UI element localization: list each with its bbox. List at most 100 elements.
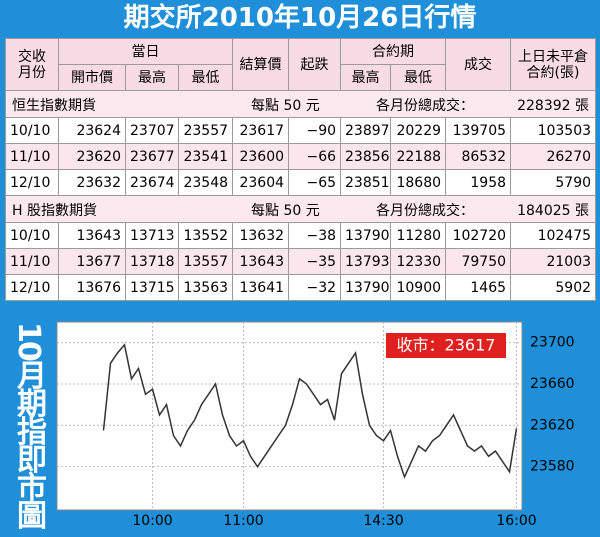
header-cell: 開市價 [58, 64, 126, 91]
data-row: 12/10 23632 23674 23548 23604 −65 23851 18680 19… [5, 169, 597, 196]
price-line [102, 343, 518, 479]
data-cell: 10900 [390, 274, 447, 301]
data-cell: 23632 [58, 169, 126, 196]
data-cell: 23541 [177, 143, 234, 170]
data-cell: 13677 [58, 248, 126, 275]
header-cell: 最低 [390, 64, 447, 91]
data-cell: 23677 [125, 143, 179, 170]
data-cell: 13632 [232, 222, 290, 249]
header-text: 月份 [18, 64, 46, 81]
header-text: 合約(張) [526, 64, 580, 81]
data-cell: 23604 [232, 169, 290, 196]
section-cell: 恒生指數期貨 每點 50 元 各月份總成交： 228392 張 [4, 90, 597, 118]
header-cell: 成交 [445, 38, 512, 91]
data-cell: 23617 [232, 117, 290, 144]
data-cell: 13563 [177, 274, 234, 301]
header-cell: 起跌 [288, 38, 342, 91]
data-cell: 21003 [510, 248, 597, 275]
total-label: 各月份總成交： [376, 203, 474, 219]
data-cell: −90 [288, 117, 342, 144]
data-cell: 12/10 [5, 169, 59, 196]
data-cell: 5790 [510, 169, 597, 196]
header-cell: 交收 月份 [5, 38, 59, 91]
header-cell: 最高 [340, 64, 392, 91]
data-cell: 22188 [390, 143, 447, 170]
annotation: 收市：23617 [397, 336, 496, 355]
data-cell: −66 [288, 143, 342, 170]
data-cell: −38 [288, 222, 342, 249]
data-cell: 13643 [232, 248, 290, 275]
page-title: 期交所2010年10月26日行情 [123, 3, 477, 33]
data-cell: 23624 [58, 117, 126, 144]
section-name: H 股指數期貨 [12, 203, 97, 219]
data-cell: 13557 [177, 248, 234, 275]
total-value: 228392 張 [517, 98, 590, 114]
section-note: 每點 50 元 [251, 203, 320, 219]
data-cell: 10/10 [5, 117, 59, 144]
data-row: 11/10 13677 13718 13557 13643 −35 13793 12330 79… [5, 248, 597, 275]
header-cell: 結算價 [232, 38, 290, 91]
x-tick-label: 11:00 [223, 513, 263, 529]
data-cell: 11/10 [5, 248, 59, 275]
data-row: 12/10 13676 13715 13563 13641 −32 13790 10900 14… [5, 274, 597, 301]
y-tick-label: 23660 [530, 376, 575, 392]
total-label: 各月份總成交： [376, 98, 474, 114]
data-cell: 23707 [125, 117, 179, 144]
section-note: 每點 50 元 [251, 98, 320, 114]
data-cell: 13790 [340, 274, 392, 301]
section-row: 恒生指數期貨 每點 50 元 各月份總成交： 228392 張 [4, 90, 597, 118]
data-row: 11/10 23620 23677 23541 23600 −66 23856 22188 86… [5, 143, 597, 170]
data-cell: 13790 [340, 222, 392, 249]
data-cell: 139705 [445, 117, 512, 144]
data-cell: 18680 [390, 169, 447, 196]
data-cell: 1465 [445, 274, 512, 301]
x-tick-label: 16:00 [496, 513, 536, 529]
header-cell: 上日未平倉 合約(張) [510, 38, 597, 91]
quote-table: 交收 月份 當日 結算價 起跌 合約期 成交 上日未平倉 合約(張) 開市價 最高 最低… [4, 38, 597, 301]
data-cell: 23674 [125, 169, 179, 196]
data-cell: 86532 [445, 143, 512, 170]
data-cell: 23557 [177, 117, 234, 144]
data-cell: 12/10 [5, 274, 59, 301]
data-cell: 13641 [232, 274, 290, 301]
data-cell: 5902 [510, 274, 597, 301]
chart: 23580 23620 23660 23700 10:00 11:00 14:30 16:00… [56, 321, 575, 529]
x-tick-label: 10:00 [132, 513, 172, 529]
data-cell: −35 [288, 248, 342, 275]
header-cell: 最低 [177, 64, 234, 91]
data-cell: 26270 [510, 143, 597, 170]
data-cell: 23548 [177, 169, 234, 196]
section-name: 恒生指數期貨 [12, 98, 96, 114]
data-cell: 23620 [58, 143, 126, 170]
data-cell: 20229 [390, 117, 447, 144]
data-cell: −32 [288, 274, 342, 301]
data-cell: 23851 [340, 169, 392, 196]
data-cell: 13793 [340, 248, 392, 275]
data-cell: 23856 [340, 143, 392, 170]
data-cell: 11280 [390, 222, 447, 249]
data-row: 10/10 23624 23707 23557 23617 −90 23897 20229 13… [5, 117, 597, 144]
header-cell: 合約期 [340, 38, 447, 65]
data-cell: 103503 [510, 117, 597, 144]
y-tick-label: 23580 [530, 459, 575, 475]
data-cell: 13552 [177, 222, 234, 249]
section-row: H 股指數期貨 每點 50 元 各月份總成交： 184025 張 [4, 195, 597, 223]
data-cell: 13676 [58, 274, 126, 301]
data-cell: 102475 [510, 222, 597, 249]
header-text: 交收 [18, 48, 46, 65]
annotation-box [386, 333, 506, 358]
data-cell: 1958 [445, 169, 512, 196]
y-tick-label: 23700 [530, 335, 575, 351]
data-cell: 12330 [390, 248, 447, 275]
chart-title: 10月期指即市圖 [11, 322, 46, 528]
total-value: 184025 張 [517, 203, 590, 219]
header-text: 上日未平倉 [518, 48, 589, 65]
data-cell: 13713 [125, 222, 179, 249]
header-cell: 最高 [125, 64, 179, 91]
x-tick-label: 14:30 [363, 513, 403, 529]
data-cell: 23600 [232, 143, 290, 170]
data-cell: 10/10 [5, 222, 59, 249]
header-cell: 當日 [57, 38, 234, 65]
data-cell: 102720 [445, 222, 512, 249]
data-cell: −65 [288, 169, 342, 196]
